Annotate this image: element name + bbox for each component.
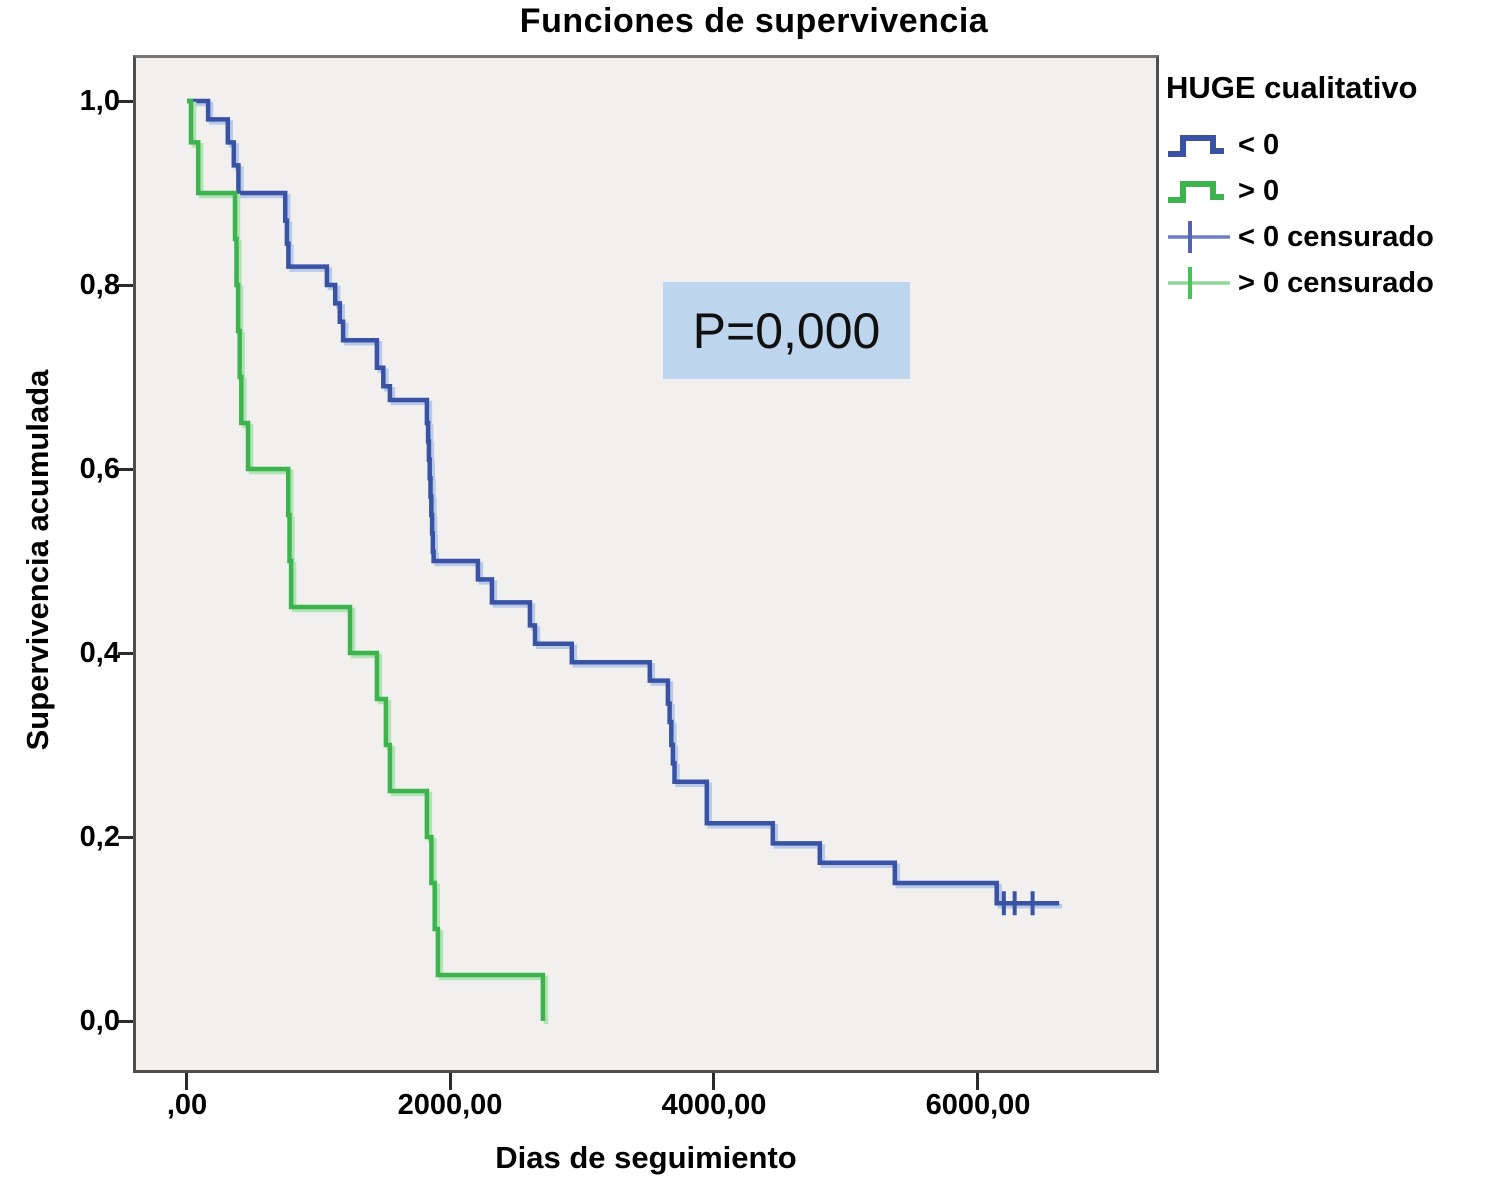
y-tick-label: 0,6 <box>79 453 120 485</box>
y-tick-mark <box>118 836 133 839</box>
y-tick-label: 0,2 <box>79 821 120 853</box>
y-tick-mark <box>118 284 133 287</box>
y-axis-title: Supervivencia acumulada <box>20 369 55 751</box>
legend-entry-lt0-censored: < 0 censurado <box>1166 214 1508 260</box>
y-tick-mark <box>118 468 133 471</box>
y-tick-label: 0,8 <box>79 269 120 301</box>
legend-label: > 0 censurado <box>1238 266 1434 299</box>
x-tick-mark <box>712 1073 715 1090</box>
series-line <box>187 98 546 1021</box>
x-tick-label: 4000,00 <box>661 1089 767 1121</box>
series-halo <box>190 101 549 1024</box>
censor-plus-icon <box>1168 267 1230 299</box>
y-tick-label: 0,4 <box>79 637 120 669</box>
x-tick-mark <box>976 1073 979 1090</box>
p-value-annotation: P=0,000 <box>663 282 910 379</box>
series-line <box>187 98 1060 906</box>
x-tick-mark <box>185 1073 188 1090</box>
legend-label: < 0 <box>1238 128 1280 161</box>
series-halo <box>190 101 1063 909</box>
chart-title: Funciones de supervivencia <box>519 2 989 40</box>
x-tick-label: 6000,00 <box>925 1089 1031 1121</box>
legend: HUGE cualitativo < 0 > 0 < 0 censurado <box>1166 70 1508 306</box>
legend-label: < 0 censurado <box>1238 220 1434 253</box>
survival-curves-canvas <box>187 98 1063 1024</box>
x-tick-mark <box>449 1073 452 1090</box>
legend-entry-lt0: < 0 <box>1166 122 1508 168</box>
y-tick-label: 0,0 <box>79 1005 120 1037</box>
y-tick-label: 1,0 <box>79 85 120 117</box>
x-axis-title: Dias de seguimiento <box>495 1140 797 1175</box>
y-tick-mark <box>118 1020 133 1023</box>
legend-label: > 0 <box>1238 174 1280 207</box>
legend-title: HUGE cualitativo <box>1166 70 1418 105</box>
x-tick-label: ,00 <box>166 1089 208 1121</box>
legend-entry-gt0-censored: > 0 censurado <box>1166 260 1508 306</box>
step-line-icon <box>1168 181 1224 203</box>
y-tick-mark <box>118 652 133 655</box>
censor-plus-icon <box>1168 221 1230 253</box>
y-tick-mark <box>118 100 133 103</box>
x-tick-label: 2000,00 <box>397 1089 503 1121</box>
plot-area: P=0,000 <box>133 55 1159 1073</box>
step-line-icon <box>1168 135 1224 157</box>
legend-entry-gt0: > 0 <box>1166 168 1508 214</box>
